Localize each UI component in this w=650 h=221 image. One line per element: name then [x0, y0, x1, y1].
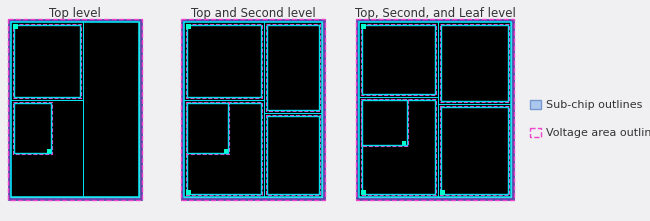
- Bar: [184, 22, 322, 197]
- Bar: [186, 102, 262, 195]
- Bar: [266, 24, 320, 111]
- Text: Voltage area outlines: Voltage area outlines: [546, 128, 650, 137]
- Bar: [47, 149, 51, 153]
- Bar: [530, 128, 541, 137]
- Bar: [441, 107, 508, 194]
- Bar: [11, 22, 139, 197]
- Bar: [11, 100, 83, 101]
- Bar: [13, 24, 18, 29]
- Bar: [440, 190, 445, 195]
- Bar: [186, 24, 191, 29]
- Text: Top level: Top level: [49, 8, 101, 21]
- Bar: [14, 25, 80, 97]
- Bar: [9, 20, 141, 199]
- Bar: [83, 22, 84, 197]
- Bar: [224, 149, 228, 153]
- Bar: [266, 115, 320, 195]
- Bar: [264, 113, 322, 114]
- Bar: [361, 99, 436, 195]
- Bar: [438, 104, 511, 105]
- Bar: [264, 22, 265, 197]
- Bar: [356, 19, 514, 200]
- Bar: [359, 22, 511, 197]
- Bar: [186, 24, 262, 98]
- Bar: [359, 97, 439, 98]
- Bar: [530, 100, 541, 109]
- Bar: [187, 25, 261, 97]
- Bar: [359, 22, 511, 197]
- Bar: [362, 25, 435, 94]
- Bar: [361, 24, 436, 95]
- Bar: [361, 24, 366, 29]
- Bar: [13, 24, 81, 98]
- Bar: [440, 106, 509, 195]
- Bar: [14, 103, 51, 153]
- Bar: [267, 25, 319, 110]
- Bar: [186, 102, 229, 154]
- Bar: [13, 102, 52, 154]
- Bar: [361, 99, 408, 146]
- Bar: [187, 103, 261, 194]
- Bar: [184, 22, 322, 197]
- Bar: [184, 100, 264, 101]
- Bar: [186, 190, 191, 195]
- Text: Top and Second level: Top and Second level: [190, 8, 315, 21]
- Bar: [438, 22, 439, 197]
- Text: Sub-chip outlines: Sub-chip outlines: [546, 99, 642, 109]
- Bar: [11, 22, 139, 197]
- Bar: [361, 190, 366, 195]
- Bar: [267, 116, 319, 194]
- Text: Top, Second, and Leaf level: Top, Second, and Leaf level: [354, 8, 515, 21]
- Bar: [187, 103, 228, 153]
- Bar: [402, 141, 406, 145]
- Bar: [357, 20, 513, 199]
- Bar: [8, 19, 142, 200]
- Bar: [182, 20, 324, 199]
- Bar: [362, 100, 435, 194]
- Bar: [441, 25, 508, 101]
- Bar: [440, 24, 509, 102]
- Bar: [181, 19, 325, 200]
- Bar: [362, 100, 407, 145]
